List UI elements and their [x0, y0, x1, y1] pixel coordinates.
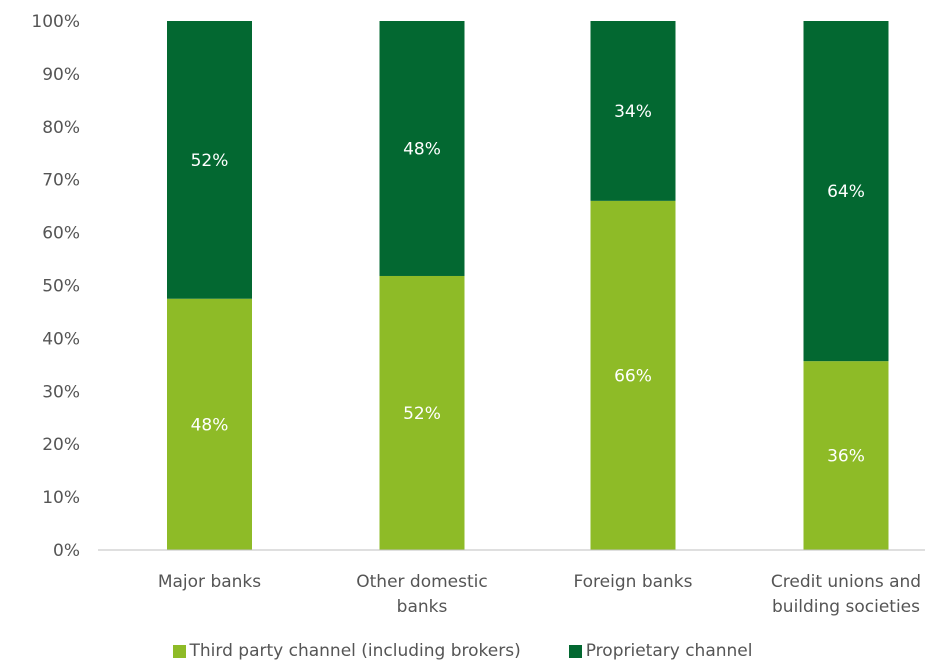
data-label: 52%	[403, 404, 441, 424]
legend-item-proprietary: Proprietary channel	[568, 641, 753, 661]
y-tick-label: 100%	[31, 12, 80, 32]
y-tick-label: 50%	[42, 277, 80, 297]
y-tick-label: 10%	[42, 488, 80, 508]
data-label: 66%	[614, 366, 652, 386]
data-label: 52%	[191, 151, 229, 171]
legend-swatch-third-party	[172, 644, 186, 658]
y-tick-label: 70%	[42, 171, 80, 191]
bar-segment-third-party	[590, 200, 676, 551]
data-label: 34%	[614, 102, 652, 122]
bar-segment-third-party	[167, 298, 252, 550]
bar-segment-third-party	[379, 275, 465, 550]
y-tick-label: 30%	[42, 382, 80, 402]
category-labels: Major banks Other domestic banks Foreign ba…	[158, 572, 921, 617]
data-labels: 48% 52% 52% 48% 66% 34% 36% 64%	[191, 102, 865, 467]
data-label: 48%	[403, 139, 441, 159]
legend-label-third-party: Third party channel (including brokers)	[189, 641, 521, 661]
y-tick-label: 60%	[42, 224, 80, 244]
category-label: Foreign banks	[573, 572, 692, 592]
data-label: 36%	[827, 447, 865, 467]
legend: Third party channel (including brokers) …	[0, 638, 925, 664]
bar-segment-third-party	[803, 361, 889, 550]
bar-segment-proprietary	[590, 21, 676, 201]
y-axis-ticks: 0% 10% 20% 30% 40% 50% 60% 70% 80% 90% 100%	[31, 12, 80, 561]
y-tick-label: 20%	[42, 435, 80, 455]
y-tick-label: 40%	[42, 329, 80, 349]
category-label: Major banks	[158, 572, 261, 592]
data-label: 48%	[191, 415, 229, 435]
legend-label-proprietary: Proprietary channel	[585, 641, 753, 661]
data-label: 64%	[827, 182, 865, 202]
category-label: Credit unions and building societies	[771, 572, 921, 617]
bar-segment-proprietary	[379, 21, 465, 276]
bars	[167, 21, 889, 551]
category-label: Other domestic banks	[356, 572, 487, 617]
y-tick-label: 0%	[53, 541, 80, 561]
y-tick-label: 80%	[42, 118, 80, 138]
y-tick-label: 90%	[42, 65, 80, 85]
legend-swatch-proprietary	[568, 644, 582, 658]
bar-segment-proprietary	[167, 21, 252, 299]
bar-segment-proprietary	[803, 21, 889, 362]
legend-item-third-party: Third party channel (including brokers)	[172, 641, 521, 661]
